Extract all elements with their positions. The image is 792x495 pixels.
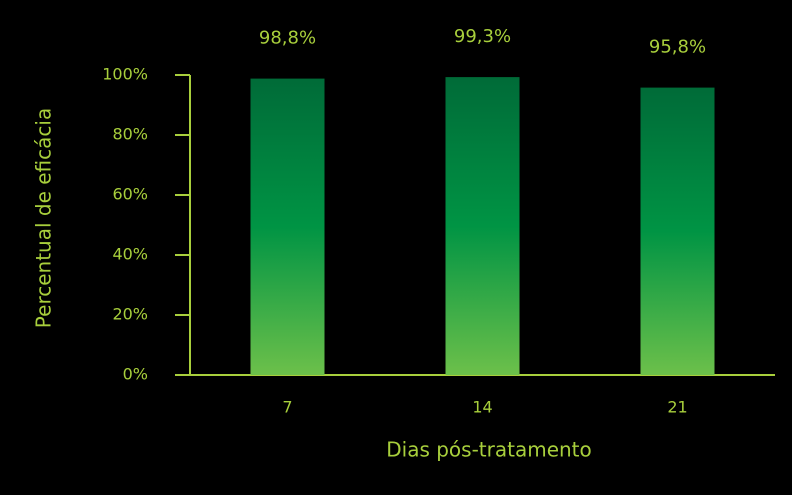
bar <box>445 77 520 375</box>
x-tick-label: 21 <box>667 398 687 417</box>
y-axis-label: Percentual de eficácia <box>32 108 56 328</box>
x-axis-label: Dias pós-tratamento <box>386 438 592 462</box>
bar <box>250 78 325 375</box>
y-tick-label: 20% <box>112 305 148 324</box>
value-label: 99,3% <box>454 26 511 47</box>
value-label: 98,8% <box>259 28 316 49</box>
y-tick-label: 80% <box>112 125 148 144</box>
y-tick-label: 40% <box>112 245 148 264</box>
y-tick-label: 100% <box>102 65 148 84</box>
x-tick-label: 14 <box>472 398 492 417</box>
y-tick-label: 0% <box>123 365 148 384</box>
y-tick-label: 60% <box>112 185 148 204</box>
bar <box>640 87 715 375</box>
x-tick-label: 7 <box>282 398 292 417</box>
value-label: 95,8% <box>649 37 706 58</box>
